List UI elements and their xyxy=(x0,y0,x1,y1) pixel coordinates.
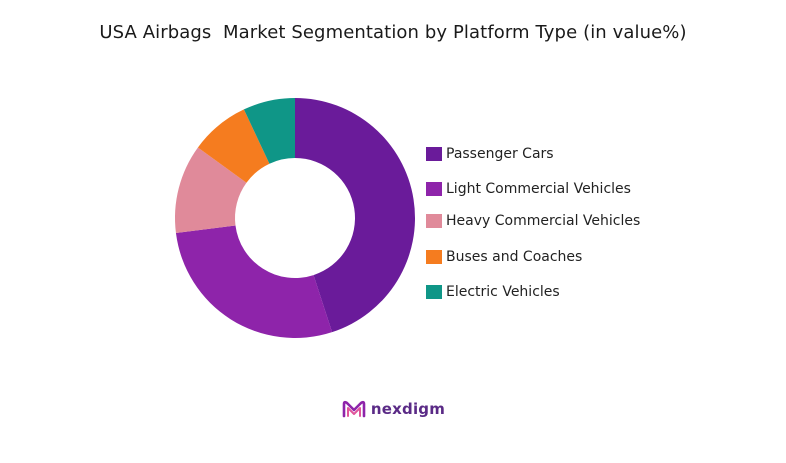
legend-label: Light Commercial Vehicles xyxy=(446,181,631,197)
donut-slice-light-commercial-vehicles xyxy=(175,225,333,338)
legend-swatch xyxy=(426,182,442,196)
legend-item-heavy-commercial-vehicles: Heavy Commercial Vehicles xyxy=(426,213,640,229)
legend-label: Buses and Coaches xyxy=(446,249,583,265)
legend-label: Electric Vehicles xyxy=(446,284,560,300)
donut-slice-heavy-commercial-vehicles xyxy=(175,147,247,234)
brand-name: nexdigm xyxy=(370,400,446,418)
legend-item-buses-and-coaches: Buses and Coaches xyxy=(426,249,582,265)
donut-slice-passenger-cars xyxy=(295,98,416,333)
legend-swatch xyxy=(426,285,442,299)
legend-swatch xyxy=(426,214,442,228)
chart-title: USA Airbags Market Segmentation by Platf… xyxy=(99,22,687,43)
legend-label: Passenger Cars xyxy=(446,146,554,162)
nexdigm-logo-icon xyxy=(342,400,366,418)
legend-item-electric-vehicles: Electric Vehicles xyxy=(426,284,560,300)
donut-slice-buses-and-coaches xyxy=(197,109,270,183)
legend-label: Heavy Commercial Vehicles xyxy=(446,213,641,229)
legend-item-passenger-cars: Passenger Cars xyxy=(426,146,554,162)
legend-swatch xyxy=(426,147,442,161)
brand-logo: nexdigm xyxy=(0,398,786,420)
legend-item-light-commercial-vehicles: Light Commercial Vehicles xyxy=(426,181,631,197)
donut-slice-electric-vehicles xyxy=(243,98,295,164)
legend-swatch xyxy=(426,250,442,264)
